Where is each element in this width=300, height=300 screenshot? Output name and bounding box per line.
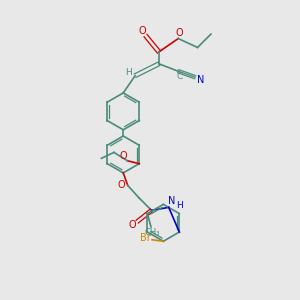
Text: O: O xyxy=(118,180,126,190)
Text: O: O xyxy=(138,26,146,36)
Text: O: O xyxy=(128,220,136,230)
Text: Br: Br xyxy=(140,233,150,243)
Text: N: N xyxy=(168,196,176,206)
Text: CH₃: CH₃ xyxy=(145,228,160,237)
Text: N: N xyxy=(197,75,205,85)
Text: O: O xyxy=(119,151,127,160)
Text: H: H xyxy=(125,68,132,77)
Text: O: O xyxy=(176,28,184,38)
Text: C: C xyxy=(177,72,183,81)
Text: H: H xyxy=(176,201,182,210)
